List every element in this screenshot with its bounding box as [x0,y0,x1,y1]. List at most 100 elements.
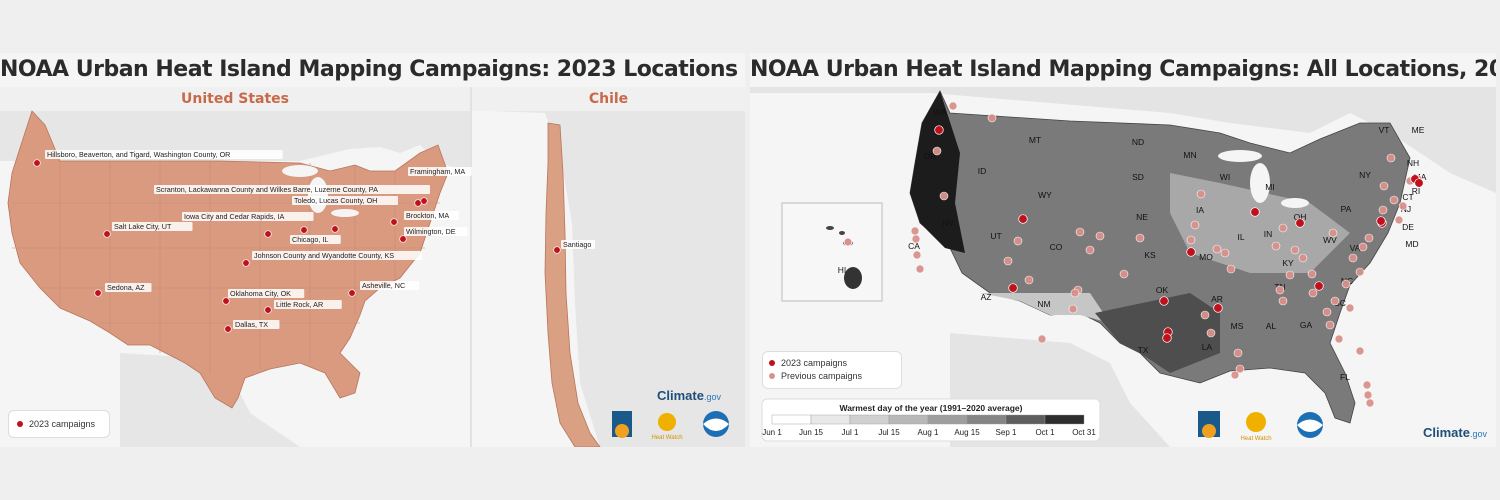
city-dot-dallas-tx[interactable] [224,325,232,333]
city-label-iowa-city-and-cedar-rapids-ia: Iowa City and Cedar Rapids, IA [184,212,284,221]
previous-campaign-dot[interactable] [1233,348,1243,358]
previous-campaign-dot[interactable] [1355,346,1365,356]
campaign-2023-dot[interactable] [1414,178,1424,188]
previous-campaign-dot[interactable] [1190,220,1200,230]
previous-campaign-dot[interactable] [1386,153,1396,163]
previous-campaign-dot[interactable] [1394,215,1404,225]
previous-campaign-dot[interactable] [1196,189,1206,199]
previous-campaign-dot[interactable] [1341,279,1351,289]
previous-campaign-dot[interactable] [1013,236,1023,246]
campaign-2023-dot[interactable] [1376,216,1386,226]
previous-campaign-dot[interactable] [1220,248,1230,258]
state-label-ct: CT [1402,192,1413,202]
campaign-2023-dot[interactable] [1008,283,1018,293]
previous-campaign-dot[interactable] [1398,201,1408,211]
previous-campaign-dot[interactable] [1285,270,1295,280]
previous-campaign-dot[interactable] [1348,253,1358,263]
previous-campaign-dot[interactable] [915,264,925,274]
state-label-pa: PA [1341,204,1352,214]
previous-campaign-dot[interactable] [1298,253,1308,263]
previous-campaign-dot[interactable] [1275,285,1285,295]
city-dot-oklahoma-city-ok[interactable] [222,297,230,305]
previous-campaign-dot[interactable] [1068,304,1078,314]
scale-title: Warmest day of the year (1991–2020 avera… [839,403,1022,413]
previous-campaign-dot[interactable] [1365,398,1375,408]
previous-campaign-dot[interactable] [1308,288,1318,298]
city-dot-iowa-city-and-cedar-rapids-ia[interactable] [264,230,272,238]
city-dot-johnson-county-and-wyandotte-county-ks[interactable] [242,259,250,267]
left-climate-gov-logo[interactable]: Climate.gov [657,388,721,403]
previous-campaign-dot[interactable] [1186,235,1196,245]
previous-campaign-dot[interactable] [1345,303,1355,313]
previous-campaign-dot[interactable] [910,226,920,236]
city-dot-brockton-ma[interactable] [390,218,398,226]
city-dot-asheville-nc[interactable] [348,289,356,297]
city-label-bg [228,289,305,298]
us-state-borders [12,161,440,373]
city-label-bg [233,320,280,329]
previous-campaign-dot[interactable] [1364,233,1374,243]
right-climate-gov-logo[interactable]: Climate.gov [1423,425,1487,440]
previous-campaign-dot[interactable] [1271,241,1281,251]
previous-campaign-dot[interactable] [1206,328,1216,338]
previous-campaign-dot[interactable] [1330,296,1340,306]
previous-campaign-dot[interactable] [948,101,958,111]
campaign-2023-dot[interactable] [934,125,944,135]
previous-campaign-dot[interactable] [1070,288,1080,298]
previous-campaign-dot[interactable] [912,250,922,260]
previous-campaign-dot[interactable] [1119,269,1129,279]
previous-campaign-dot[interactable] [1307,269,1317,279]
previous-campaign-dot[interactable] [1325,320,1335,330]
campaign-2023-dot[interactable] [1295,218,1305,228]
previous-campaign-dot[interactable] [939,191,949,201]
city-dot-chicago-il[interactable] [300,226,308,234]
campaign-2023-dot[interactable] [1213,303,1223,313]
previous-campaign-dot[interactable] [1024,275,1034,285]
city-dot-hillsboro-beaverton-and-tigard-washington-county-or[interactable] [33,159,41,167]
previous-campaign-dot[interactable] [1378,205,1388,215]
city-dot-wilmington-de[interactable] [399,235,407,243]
campaign-2023-dot[interactable] [1314,281,1324,291]
campaign-2023-dot[interactable] [1162,333,1172,343]
previous-campaign-dot[interactable] [1334,334,1344,344]
previous-campaign-dot[interactable] [1075,227,1085,237]
city-dot-sedona-az[interactable] [94,289,102,297]
previous-campaign-dot[interactable] [1226,264,1236,274]
previous-campaign-dot[interactable] [1037,334,1047,344]
previous-campaign-dot[interactable] [1095,231,1105,241]
previous-campaign-dot[interactable] [987,113,997,123]
previous-campaign-dot[interactable] [1328,228,1338,238]
previous-campaign-dot[interactable] [1363,390,1373,400]
previous-campaign-dot[interactable] [1322,307,1332,317]
previous-campaign-dot[interactable] [1200,310,1210,320]
previous-campaign-dot[interactable] [1278,223,1288,233]
previous-campaign-dot[interactable] [1230,370,1240,380]
previous-campaign-dot[interactable] [1135,233,1145,243]
previous-campaign-dot[interactable] [1212,244,1222,254]
previous-campaign-dot[interactable] [1290,245,1300,255]
campaign-2023-dot[interactable] [1250,207,1260,217]
city-dot-little-rock-ar[interactable] [264,306,272,314]
previous-campaign-dot[interactable] [1003,256,1013,266]
city-dot-scranton-lackawanna-county-and-wilkes-barre-luzerne-county-pa[interactable] [414,199,422,207]
previous-campaign-dot[interactable] [1358,242,1368,252]
city-dot-santiago[interactable] [553,246,561,254]
previous-campaign-dot[interactable] [932,146,942,156]
state-label-ga: GA [1300,320,1313,330]
city-dot-toledo-lucas-county-oh[interactable] [331,225,339,233]
previous-campaign-dot[interactable] [1278,296,1288,306]
city-dot-salt-lake-city-ut[interactable] [103,230,111,238]
previous-campaign-dot[interactable] [911,234,921,244]
city-dot-framingham-ma[interactable] [420,197,428,205]
campaign-2023-dot[interactable] [1186,247,1196,257]
previous-campaign-dot[interactable] [1355,267,1365,277]
previous-campaign-dot[interactable] [1362,380,1372,390]
previous-campaign-dot[interactable] [1235,364,1245,374]
scale-tick-label: Jun 1 [762,428,782,437]
previous-campaign-dot[interactable] [1389,195,1399,205]
previous-campaign-dot[interactable] [1085,245,1095,255]
campaign-2023-dot[interactable] [1018,214,1028,224]
campaign-2023-dot[interactable] [1159,296,1169,306]
previous-campaign-dot[interactable] [1379,181,1389,191]
state-label-vt: VT [1379,125,1390,135]
